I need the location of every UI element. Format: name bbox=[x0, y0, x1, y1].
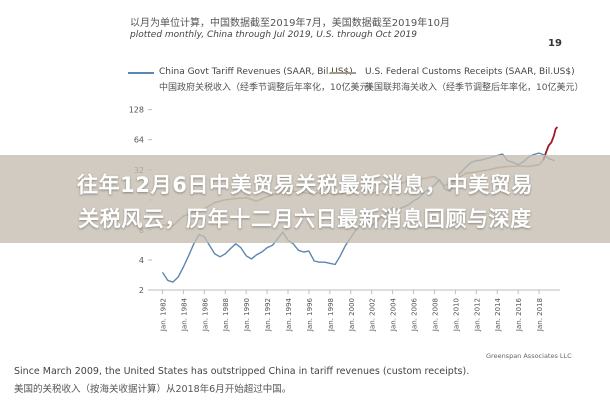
footnote-cn: 美国的关税收入（按海关收据计算）从2018年6月开始超过中国。 bbox=[14, 384, 292, 395]
x-tick-label: Jan. 1998 bbox=[327, 298, 335, 332]
x-tick-label: Jan. 1984 bbox=[180, 297, 188, 332]
legend-swatch-us bbox=[330, 72, 356, 74]
legend-label-china-cn: 中国政府关税收入（经季节调整后年率化，10亿美元） bbox=[159, 83, 378, 93]
figure-number: 19 bbox=[548, 38, 562, 49]
source-note-cn: 以月为单位计算，中国数据截至2019年7月，美国数据截至2019年10月 bbox=[130, 18, 450, 29]
source-note-en: plotted monthly, China through Jul 2019,… bbox=[130, 30, 417, 40]
y-tick-label: 64 bbox=[134, 136, 144, 145]
x-tick-label: Jan. 2006 bbox=[411, 297, 419, 332]
x-tick-label: Jan. 2000 bbox=[348, 298, 356, 332]
headline-line-2: 关税风云，历年十二月六日最新消息回顾与深度 bbox=[78, 207, 532, 231]
y-tick-label: 4 bbox=[139, 256, 144, 265]
series-line-us-customs-recent bbox=[542, 126, 559, 161]
x-tick-label: Jan. 2018 bbox=[536, 298, 544, 332]
x-tick-label: Jan. 1988 bbox=[222, 298, 230, 332]
x-tick-label: Jan. 1990 bbox=[243, 298, 251, 332]
headline-banner bbox=[0, 155, 610, 243]
x-tick-label: Jan. 2010 bbox=[452, 298, 460, 332]
x-tick-label: Jan. 1982 bbox=[159, 298, 167, 332]
legend-label-us: U.S. Federal Customs Receipts (SAAR, Bil… bbox=[365, 67, 575, 77]
x-tick-label: Jan. 2012 bbox=[473, 298, 481, 332]
x-tick-label: Jan. 2008 bbox=[431, 298, 439, 332]
credit-text: Greenspan Associates LLC bbox=[486, 352, 572, 360]
x-tick-label: Jan. 2002 bbox=[369, 298, 377, 332]
legend-swatch-china bbox=[128, 72, 154, 74]
x-tick-label: Jan. 1996 bbox=[306, 297, 314, 332]
x-tick-label: Jan. 1986 bbox=[201, 297, 209, 332]
x-tick-label: Jan. 2016 bbox=[515, 297, 523, 332]
legend-label-china: China Govt Tariff Revenues (SAAR, Bil.US… bbox=[159, 67, 353, 77]
x-tick-label: Jan. 2004 bbox=[390, 297, 398, 332]
legend-label-us-cn: 美国联邦海关收入（经季节调整后年率化，10亿美元） bbox=[365, 83, 584, 93]
headline-line-1: 往年12月6日中美贸易关税最新消息，中美贸易 bbox=[76, 173, 534, 197]
footnote-en: Since March 2009, the United States has … bbox=[14, 366, 470, 377]
y-tick-label: 128 bbox=[129, 106, 144, 115]
x-tick-label: Jan. 2014 bbox=[494, 297, 502, 332]
y-tick-label: 2 bbox=[139, 286, 144, 295]
x-tick-label: Jan. 1992 bbox=[264, 298, 272, 332]
x-tick-label: Jan. 1994 bbox=[285, 297, 293, 332]
